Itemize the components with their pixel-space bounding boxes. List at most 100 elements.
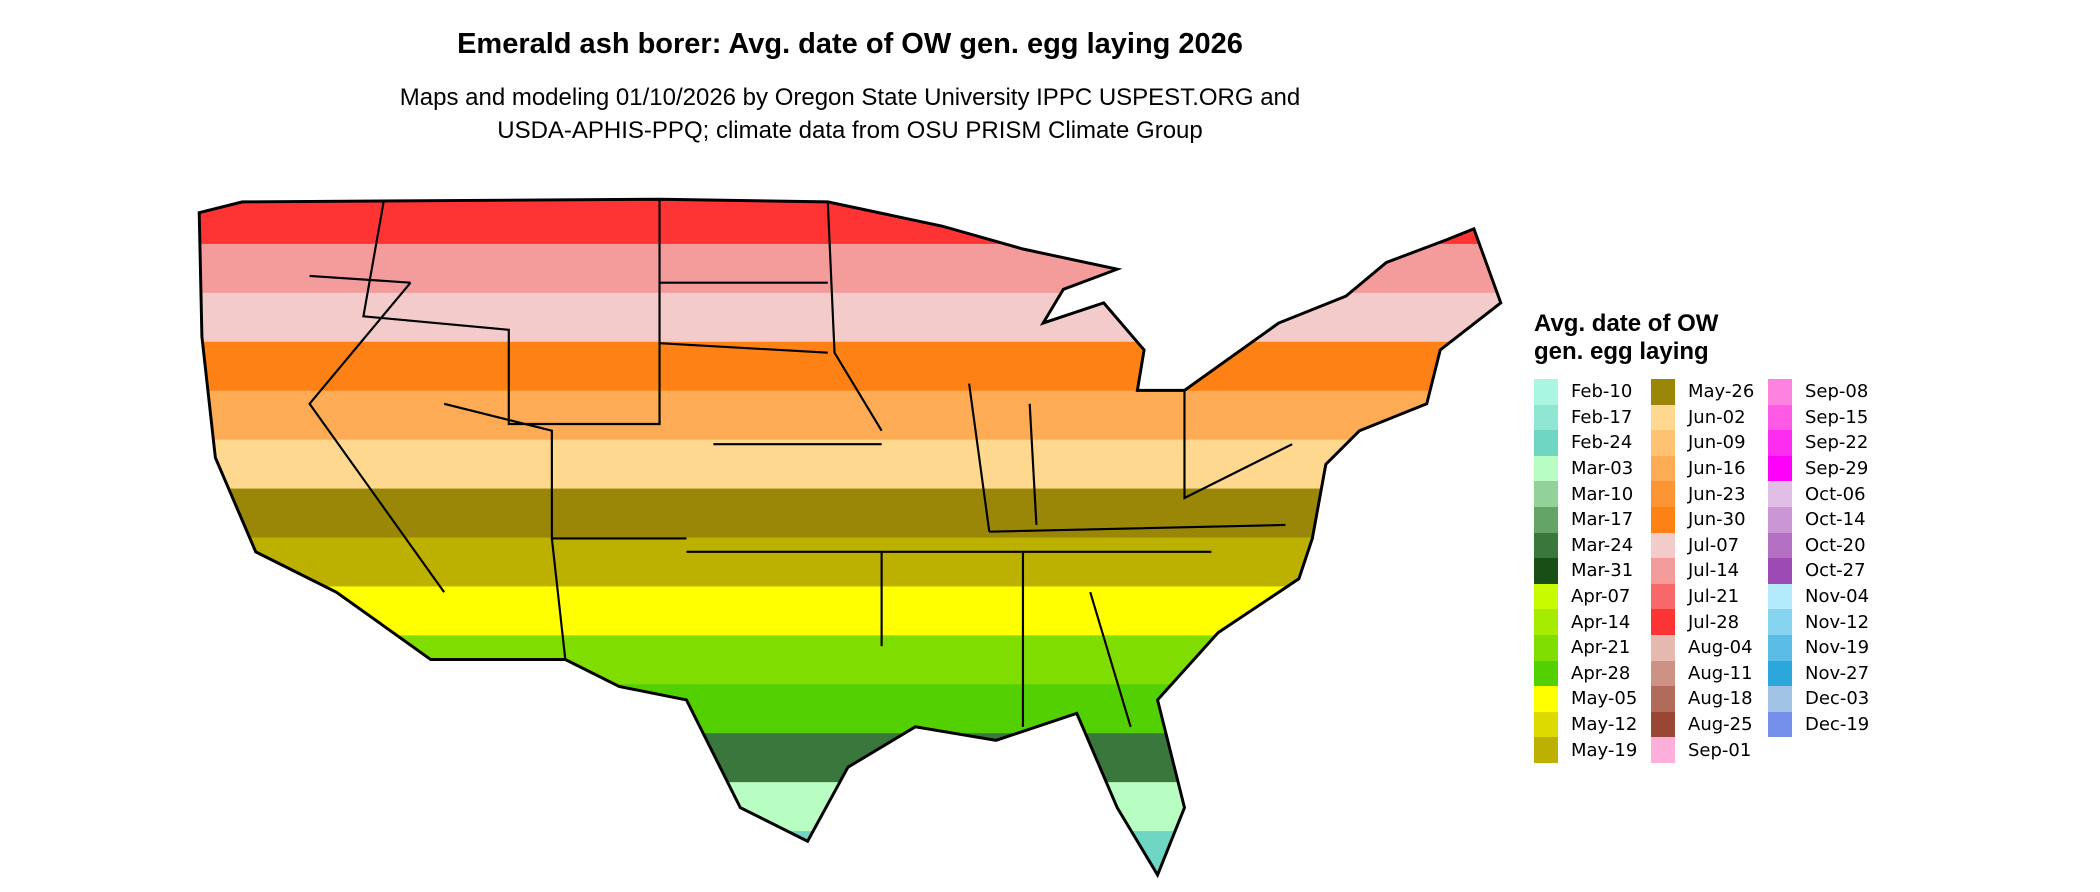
legend-label: Sep-01 [1688, 739, 1752, 761]
legend-swatch [1768, 686, 1792, 712]
legend-swatch [1768, 404, 1792, 431]
legend-item: Mar-17 [1534, 506, 1651, 533]
legend-swatch [1768, 609, 1792, 635]
legend-swatch [1651, 430, 1675, 456]
legend-swatch [1768, 481, 1792, 507]
legend-item: Oct-14 [1768, 506, 1885, 533]
legend-label: Sep-15 [1805, 406, 1869, 428]
legend-label: May-19 [1571, 739, 1638, 761]
legend-label: Feb-24 [1571, 432, 1633, 454]
legend-label: Jun-16 [1688, 458, 1746, 480]
legend-item: Jul-21 [1651, 583, 1768, 610]
legend-label: Apr-28 [1571, 662, 1631, 684]
legend-swatch [1651, 481, 1675, 507]
legend-label: Mar-03 [1571, 458, 1634, 480]
legend-swatch [1768, 558, 1792, 584]
map-band-jun-30 [199, 341, 1501, 392]
legend-item: Sep-29 [1768, 455, 1885, 482]
legend-label: Mar-10 [1571, 483, 1634, 505]
legend-label: Oct-27 [1805, 560, 1866, 582]
legend-label: Aug-11 [1688, 662, 1753, 684]
legend-swatch [1768, 634, 1792, 661]
legend-swatch [1534, 558, 1558, 584]
legend-item: Jun-23 [1651, 481, 1768, 507]
legend-label: Feb-17 [1571, 406, 1633, 428]
legend-swatch [1534, 455, 1558, 482]
legend-swatch [1651, 379, 1675, 405]
legend-label: Aug-25 [1688, 714, 1753, 736]
legend-item: Dec-03 [1768, 686, 1885, 712]
map-band-may-26 [199, 488, 1501, 539]
legend-swatch [1768, 711, 1792, 738]
legend-label: Sep-22 [1805, 432, 1869, 454]
legend-swatch [1651, 404, 1675, 431]
legend-column: Feb-10 Feb-17 Feb-24 Mar-03 Mar-10 Mar-17 Mar-… [1534, 379, 1651, 763]
legend-item: Jun-02 [1651, 404, 1768, 431]
map-color-bands [199, 199, 1501, 875]
legend-swatch [1768, 506, 1792, 533]
legend-label: Mar-31 [1571, 560, 1634, 582]
legend-item: May-26 [1651, 379, 1768, 405]
legend-swatch [1768, 379, 1792, 405]
legend-label: May-26 [1688, 381, 1755, 403]
legend-item: Apr-14 [1534, 609, 1651, 635]
legend-swatch [1651, 634, 1675, 661]
legend-item: Apr-28 [1534, 660, 1651, 687]
legend-label: Dec-03 [1805, 688, 1870, 710]
legend-label: Oct-20 [1805, 534, 1866, 556]
legend-item: Apr-07 [1534, 583, 1651, 610]
legend-swatch [1651, 609, 1675, 635]
legend-label: Jul-28 [1688, 611, 1740, 633]
legend-swatch [1768, 455, 1792, 482]
legend-swatch [1651, 660, 1675, 687]
legend-item: Mar-31 [1534, 558, 1651, 584]
legend-item: Sep-22 [1768, 430, 1885, 456]
legend-item: Nov-04 [1768, 583, 1885, 610]
legend-item: Oct-27 [1768, 558, 1885, 584]
legend-swatch [1651, 532, 1675, 559]
chart-subtitle-line-2: USDA-APHIS-PPQ; climate data from OSU PR… [497, 117, 1203, 144]
legend-swatch [1534, 711, 1558, 738]
legend-item: Jun-30 [1651, 506, 1768, 533]
legend-item: Sep-08 [1768, 379, 1885, 405]
legend-item: Jul-07 [1651, 532, 1768, 559]
legend-label: Jul-07 [1688, 534, 1740, 556]
legend-swatch [1651, 686, 1675, 712]
legend-swatch [1651, 711, 1675, 738]
legend-label: Apr-21 [1571, 637, 1631, 659]
legend-item: Sep-15 [1768, 404, 1885, 431]
legend-item: Mar-24 [1534, 532, 1651, 559]
legend-item: Feb-17 [1534, 404, 1651, 431]
us-outline [197, 197, 1503, 879]
legend-label: Apr-14 [1571, 611, 1631, 633]
legend-label: Mar-17 [1571, 509, 1634, 531]
legend-item: Nov-19 [1768, 634, 1885, 661]
map-band-apr-21 [199, 635, 1501, 686]
map-band-mar-24 [199, 733, 1501, 784]
legend-swatch [1651, 455, 1675, 482]
legend-item: Jun-16 [1651, 455, 1768, 482]
legend-item: May-12 [1534, 711, 1651, 738]
legend-swatch [1651, 506, 1675, 533]
map-band-jul-14 [199, 243, 1501, 294]
legend-label: Feb-10 [1571, 381, 1633, 403]
legend-title-line-2: gen. egg laying [1534, 338, 1709, 365]
legend-item: Dec-19 [1768, 711, 1885, 738]
map-band-jun-16 [199, 390, 1501, 441]
legend-swatch [1768, 430, 1792, 456]
legend-swatch [1768, 583, 1792, 610]
legend-item: Apr-21 [1534, 634, 1651, 661]
legend-label: Jun-09 [1688, 432, 1746, 454]
map-band-jul-28 [199, 199, 1501, 245]
legend-label: Sep-29 [1805, 458, 1869, 480]
legend-swatch [1534, 506, 1558, 533]
legend-item: Mar-03 [1534, 455, 1651, 482]
legend-swatch [1534, 379, 1558, 405]
legend-title-line-1: Avg. date of OW [1534, 310, 1719, 337]
legend-item: Nov-27 [1768, 660, 1885, 687]
legend-label: Oct-14 [1805, 509, 1866, 531]
legend-label: May-12 [1571, 714, 1638, 736]
legend-label: Nov-19 [1805, 637, 1870, 659]
legend-label: Nov-27 [1805, 662, 1870, 684]
legend-label: Mar-24 [1571, 534, 1634, 556]
